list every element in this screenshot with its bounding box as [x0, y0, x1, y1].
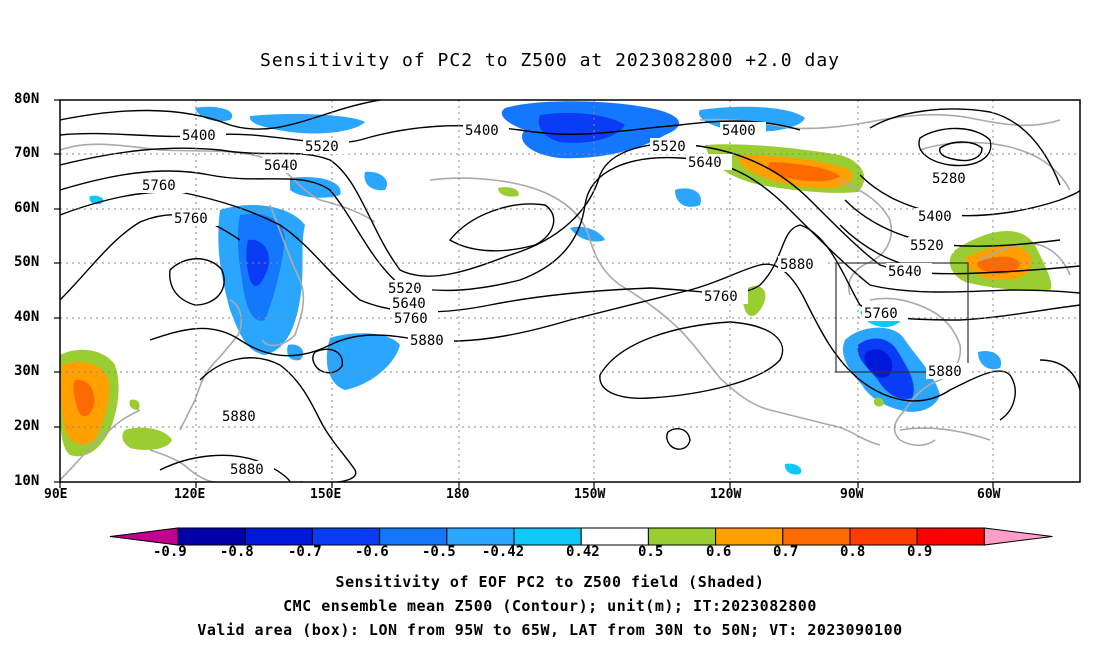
- axis-ticks: [54, 99, 994, 488]
- lat-label: 30N: [14, 363, 40, 379]
- contour-label: 5280: [932, 171, 966, 187]
- colorbar-label: -0.5: [422, 544, 456, 560]
- lat-label: 10N: [14, 473, 40, 489]
- lon-label: 60W: [977, 487, 1001, 502]
- lat-label: 70N: [14, 145, 40, 161]
- map-border: [59, 99, 1081, 483]
- colorbar-segment: [715, 527, 784, 546]
- contour-label: 5760: [704, 289, 738, 305]
- contour-label: 5400: [722, 123, 756, 139]
- colorbar-label: -0.8: [220, 544, 254, 560]
- colorbar-segment: [580, 527, 649, 546]
- contour-label: 5520: [388, 281, 422, 297]
- colorbar-label: -0.7: [288, 544, 322, 560]
- colorbar-label: -0.6: [355, 544, 389, 560]
- colorbar-label: -0.42: [482, 544, 525, 560]
- contour-label: 5400: [465, 123, 499, 139]
- contour-label: 5760: [864, 306, 898, 322]
- contour-label: 5400: [918, 209, 952, 225]
- colorbar-segment: [446, 527, 515, 546]
- lon-label: 180: [446, 487, 470, 502]
- contour-label: 5640: [264, 158, 298, 174]
- contour-labels: 5400 5520 5640 5760 5760 5880 5880 5880 …: [140, 122, 976, 478]
- colorbar-label: 0.9: [907, 544, 933, 560]
- colorbar-segment: [177, 527, 246, 546]
- colorbar-segment: [983, 527, 1053, 546]
- lat-label: 80N: [14, 91, 40, 107]
- contour-label: 5880: [222, 409, 256, 425]
- contour-label: 5880: [780, 257, 814, 273]
- caption-shaded: Sensitivity of EOF PC2 to Z500 field (Sh…: [335, 573, 765, 591]
- contour-label: 5880: [410, 333, 444, 349]
- lat-lon-grid: [60, 100, 1080, 482]
- colorbar-label: -0.9: [153, 544, 187, 560]
- lon-label: 150E: [310, 487, 342, 502]
- colorbar: [109, 527, 1053, 546]
- lon-label: 90E: [44, 487, 68, 502]
- contour-label: 5640: [888, 264, 922, 280]
- colorbar-label: 0.5: [638, 544, 664, 560]
- lat-label: 20N: [14, 418, 40, 434]
- sensitivity-shading: [60, 101, 1052, 475]
- contour-label: 5520: [305, 139, 339, 155]
- chart-title: Sensitivity of PC2 to Z500 at 2023082800…: [259, 50, 840, 71]
- contour-label: 5880: [928, 364, 962, 380]
- colorbar-label: 0.7: [773, 544, 799, 560]
- lat-label: 50N: [14, 254, 40, 270]
- contour-label: 5760: [394, 311, 428, 327]
- lon-label: 90W: [840, 487, 864, 502]
- lon-label: 120W: [710, 487, 742, 502]
- lon-label: 120E: [174, 487, 206, 502]
- contour-label: 5880: [230, 462, 264, 478]
- contour-label: 5520: [910, 238, 944, 254]
- caption-valid-area: Valid area (box): LON from 95W to 65W, L…: [197, 621, 903, 639]
- contour-label: 5760: [174, 211, 208, 227]
- colorbar-segment: [916, 527, 985, 546]
- colorbar-segment: [109, 527, 179, 546]
- contour-label-bg: [140, 122, 976, 477]
- colorbar-segment: [647, 527, 717, 546]
- colorbar-segment: [311, 527, 381, 546]
- colorbar-label: 0.6: [706, 544, 732, 560]
- contour-label: 5400: [182, 128, 216, 144]
- colorbar-label: 0.8: [840, 544, 866, 560]
- colorbar-segment: [849, 527, 918, 546]
- caption-contour: CMC ensemble mean Z500 (Contour); unit(m…: [283, 597, 817, 615]
- colorbar-segment: [244, 527, 313, 546]
- colorbar-segment: [379, 527, 448, 546]
- lon-label: 150W: [574, 487, 606, 502]
- lat-label: 40N: [14, 309, 40, 325]
- colorbar-label: 0.42: [566, 544, 600, 560]
- contour-label: 5520: [652, 139, 686, 155]
- colorbar-segment: [513, 527, 582, 546]
- contour-label: 5760: [142, 178, 176, 194]
- colorbar-segment: [782, 527, 851, 546]
- lat-label: 60N: [14, 200, 40, 216]
- contour-label: 5640: [392, 296, 426, 312]
- contour-label: 5640: [688, 155, 722, 171]
